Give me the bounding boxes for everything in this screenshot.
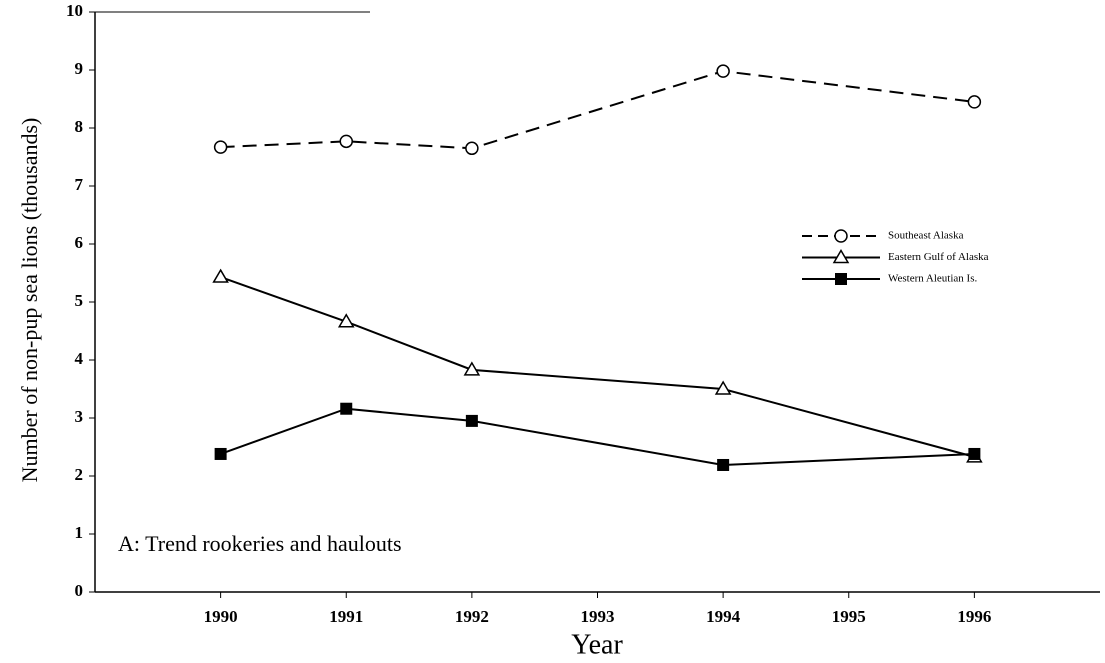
y-tick-label: 2 [75,465,84,484]
y-tick-label: 0 [75,581,84,600]
legend-marker [832,249,850,264]
y-tick-label: 9 [75,59,84,78]
legend-marker [834,229,848,243]
y-axis-label: Number of non-pup sea lions (thousands) [17,118,42,483]
x-axis-label: Year [571,629,623,660]
annotation: A: Trend rookeries and haulouts [118,531,402,556]
y-tick-label: 7 [75,175,84,194]
y-tick-label: 10 [66,1,83,20]
x-tick-label: 1991 [329,607,363,626]
y-tick-label: 3 [75,407,84,426]
data-point [339,134,353,149]
data-point [213,140,228,154]
data-point [968,447,981,460]
legend-label: Eastern Gulf of Alaska [888,251,989,263]
data-point [214,447,227,460]
x-tick-label: 1996 [957,607,991,626]
data-point [463,361,481,376]
y-tick-label: 5 [75,291,84,310]
legend-label: Western Aleutian Is. [888,273,977,285]
x-tick-label: 1990 [204,607,238,626]
data-point [967,95,982,109]
data-point [717,458,730,471]
y-tick-label: 6 [75,233,84,252]
series-line [220,407,975,466]
data-point [337,313,355,328]
data-point [465,141,479,156]
data-point [340,402,353,415]
legend-label: Southeast Alaska [888,230,964,242]
series-line [220,276,975,458]
data-point [716,64,730,78]
x-tick-label: 1992 [455,607,489,626]
legend-marker [835,273,847,285]
data-point [465,414,478,427]
data-point [212,268,229,283]
x-tick-label: 1993 [581,607,615,626]
data-point [714,380,732,395]
x-tick-label: 1994 [706,607,741,626]
y-tick-label: 8 [75,117,84,136]
y-tick-label: 1 [75,523,84,542]
series-line [220,70,975,150]
x-tick-label: 1995 [832,607,866,626]
y-tick-label: 4 [75,349,84,368]
